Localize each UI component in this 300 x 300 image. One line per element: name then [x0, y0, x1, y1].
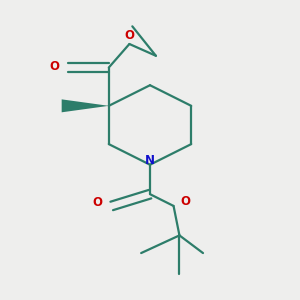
Text: N: N: [145, 154, 155, 167]
Polygon shape: [62, 99, 109, 112]
Text: O: O: [92, 196, 102, 209]
Text: O: O: [180, 195, 190, 208]
Text: O: O: [124, 29, 134, 42]
Text: O: O: [49, 60, 59, 73]
